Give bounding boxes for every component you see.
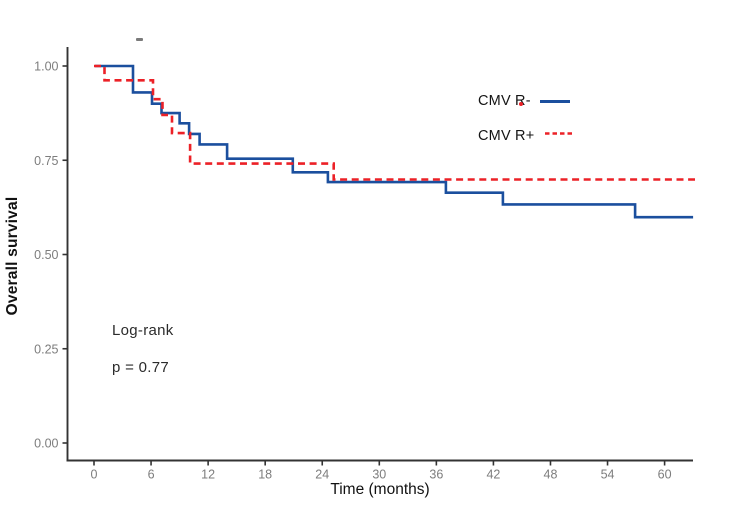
y-tick-label: 0.25 (34, 342, 58, 356)
y-axis-title: Overall survival (4, 196, 21, 316)
x-tick-label: 42 (486, 468, 500, 482)
x-tick-label: 36 (429, 468, 443, 482)
y-tick-label: 0.00 (34, 437, 58, 451)
x-axis-title: Time (months) (330, 481, 430, 498)
logrank-label: Log-rank (112, 322, 174, 339)
x-tick-label: 6 (148, 468, 155, 482)
legend-dashed-line-sample (545, 132, 573, 135)
legend-stray-red-dot (519, 102, 523, 106)
y-tick-label: 0.75 (34, 154, 58, 168)
pvalue-label: p = 0.77 (112, 359, 170, 376)
stray-mark-artifact (136, 38, 143, 41)
x-tick-label: 18 (258, 468, 272, 482)
y-tick-label: 0.50 (34, 248, 58, 262)
legend-solid-line-sample (540, 100, 570, 103)
x-tick-label: 0 (91, 468, 98, 482)
x-tick-label: 12 (201, 468, 215, 482)
y-tick-label: 1.00 (34, 60, 58, 74)
x-tick-label: 54 (601, 468, 615, 482)
survival-curve-cmv-r-negative (95, 64, 694, 219)
x-tick-label: 48 (544, 468, 558, 482)
x-tick-label: 30 (372, 468, 386, 482)
x-tick-label: 24 (315, 468, 329, 482)
legend-label-cmv-r-positive: CMV R+ (478, 128, 535, 144)
legend-label-cmv-r-negative: CMV R- (478, 93, 531, 109)
x-tick-label: 60 (658, 468, 672, 482)
survival-curve-cmv-r-positive (94, 64, 695, 181)
